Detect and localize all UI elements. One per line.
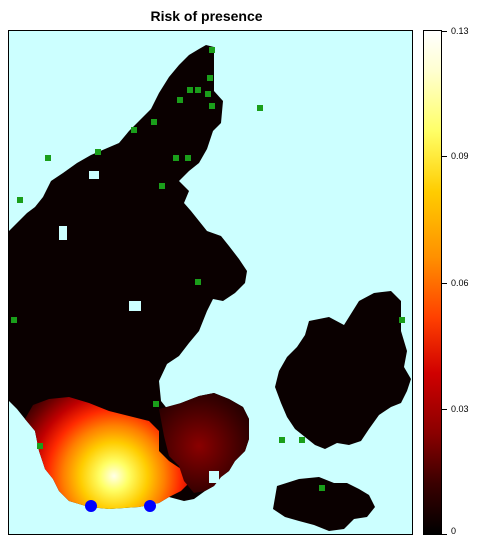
detection-sites <box>11 47 405 491</box>
colorbar-tick-label: 0 <box>451 526 457 536</box>
risk-hotspot <box>25 397 189 509</box>
map-panel <box>8 30 413 535</box>
colorbar-tick <box>442 534 447 535</box>
risk-map <box>9 31 412 534</box>
funen-risk-area <box>159 393 249 493</box>
colorbar-tick-label: 0.03 <box>451 404 469 414</box>
zealand-landmass <box>275 291 411 449</box>
source-point <box>144 500 156 512</box>
lolland-landmass <box>273 477 375 531</box>
fjord-gap <box>129 301 141 311</box>
colorbar-tick-label: 0.06 <box>451 278 469 288</box>
fjord-gap <box>89 171 99 179</box>
fjord-gap <box>209 471 219 483</box>
colorbar-tick-label: 0.09 <box>451 151 469 161</box>
chart-title: Risk of presence <box>150 8 263 24</box>
colorbar-tick <box>442 283 447 284</box>
colorbar-tick <box>442 31 447 32</box>
colorbar-tick-label: 0.13 <box>451 26 469 36</box>
colorbar-tick <box>442 156 447 157</box>
colorbar <box>423 30 442 535</box>
fjord-gap <box>59 226 67 240</box>
source-point <box>85 500 97 512</box>
colorbar-tick <box>442 409 447 410</box>
